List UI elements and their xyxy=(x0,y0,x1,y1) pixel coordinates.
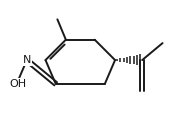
Text: N: N xyxy=(23,55,31,65)
Text: OH: OH xyxy=(10,79,27,89)
